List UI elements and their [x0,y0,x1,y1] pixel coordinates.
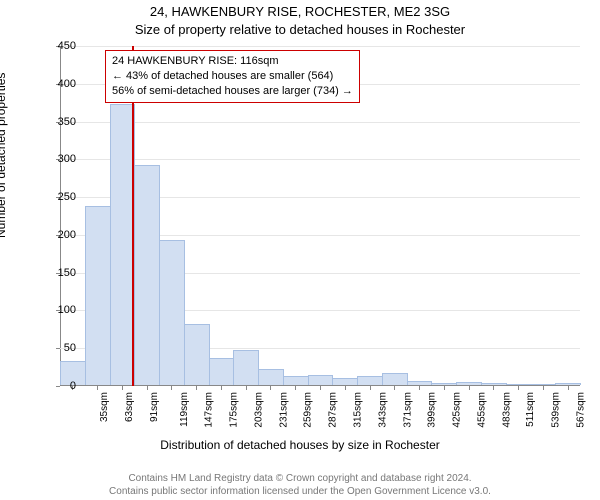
y-axis-line [60,46,61,386]
histogram-bar [233,350,259,385]
page-subtitle: Size of property relative to detached ho… [0,22,600,37]
histogram-bar [308,375,334,385]
xtick-label: 425sqm [452,392,463,428]
histogram-bar [456,382,482,385]
xtick-mark [568,386,569,390]
histogram-bar [134,165,160,385]
gridline [60,46,580,47]
ytick-label: 150 [46,267,76,279]
xtick-label: 539sqm [551,392,562,428]
histogram-bar [159,240,185,385]
x-axis-label: Distribution of detached houses by size … [0,438,600,452]
xtick-label: 119sqm [179,392,190,427]
chart-container: Number of detached properties Distributi… [0,38,600,468]
histogram-bar [431,383,457,386]
histogram-bar [85,206,111,385]
xtick-mark [320,386,321,390]
histogram-bar [184,324,210,385]
histogram-bar [332,378,358,385]
legend-line: ← 43% of detached houses are smaller (56… [112,69,353,84]
legend-box: 24 HAWKENBURY RISE: 116sqm← 43% of detac… [105,50,360,103]
xtick-label: 371sqm [402,392,413,428]
ytick-label: 100 [46,304,76,316]
ytick-label: 200 [46,229,76,241]
ytick-label: 350 [46,116,76,128]
xtick-mark [246,386,247,390]
xtick-mark [270,386,271,390]
histogram-bar [407,381,433,385]
xtick-mark [493,386,494,390]
xtick-mark [419,386,420,390]
xtick-mark [370,386,371,390]
xtick-mark [518,386,519,390]
xtick-mark [147,386,148,390]
histogram-bar [382,373,408,385]
xtick-mark [469,386,470,390]
xtick-label: 511sqm [525,392,536,427]
xtick-label: 63sqm [124,392,135,422]
footer-line-1: Contains HM Land Registry data © Crown c… [0,473,600,486]
xtick-label: 259sqm [303,392,314,428]
histogram-bar [209,358,235,385]
xtick-mark [171,386,172,390]
xtick-label: 147sqm [204,392,215,428]
ytick-label: 300 [46,153,76,165]
xtick-mark [444,386,445,390]
xtick-label: 91sqm [149,392,160,422]
xtick-label: 231sqm [278,392,289,428]
histogram-bar [530,384,556,385]
xtick-mark [97,386,98,390]
footer: Contains HM Land Registry data © Crown c… [0,473,600,498]
ytick-label: 0 [46,380,76,392]
xtick-mark [122,386,123,390]
xtick-mark [221,386,222,390]
ytick-label: 450 [46,40,76,52]
xtick-mark [394,386,395,390]
xtick-mark [295,386,296,390]
gridline [60,159,580,160]
xtick-label: 287sqm [328,392,339,428]
xtick-label: 455sqm [476,392,487,428]
histogram-bar [481,383,507,386]
legend-line: 24 HAWKENBURY RISE: 116sqm [112,54,353,69]
xtick-label: 343sqm [377,392,388,428]
legend-line: 56% of semi-detached houses are larger (… [112,84,353,99]
y-axis-label: Number of detached properties [0,73,8,238]
xtick-label: 567sqm [575,392,586,428]
xtick-label: 483sqm [501,392,512,428]
histogram-bar [555,383,581,385]
xtick-label: 399sqm [427,392,438,428]
histogram-bar [283,376,309,385]
ytick-label: 50 [46,342,76,354]
page-title: 24, HAWKENBURY RISE, ROCHESTER, ME2 3SG [0,4,600,19]
ytick-label: 400 [46,78,76,90]
xtick-label: 203sqm [254,392,265,428]
histogram-bar [357,376,383,385]
xtick-label: 35sqm [99,392,110,422]
xtick-label: 175sqm [229,392,240,428]
xtick-mark [345,386,346,390]
ytick-label: 250 [46,191,76,203]
xtick-mark [196,386,197,390]
xtick-label: 315sqm [353,392,364,428]
histogram-bar [258,369,284,385]
xtick-mark [543,386,544,390]
histogram-bar [506,384,532,385]
footer-line-2: Contains public sector information licen… [0,486,600,499]
gridline [60,122,580,123]
